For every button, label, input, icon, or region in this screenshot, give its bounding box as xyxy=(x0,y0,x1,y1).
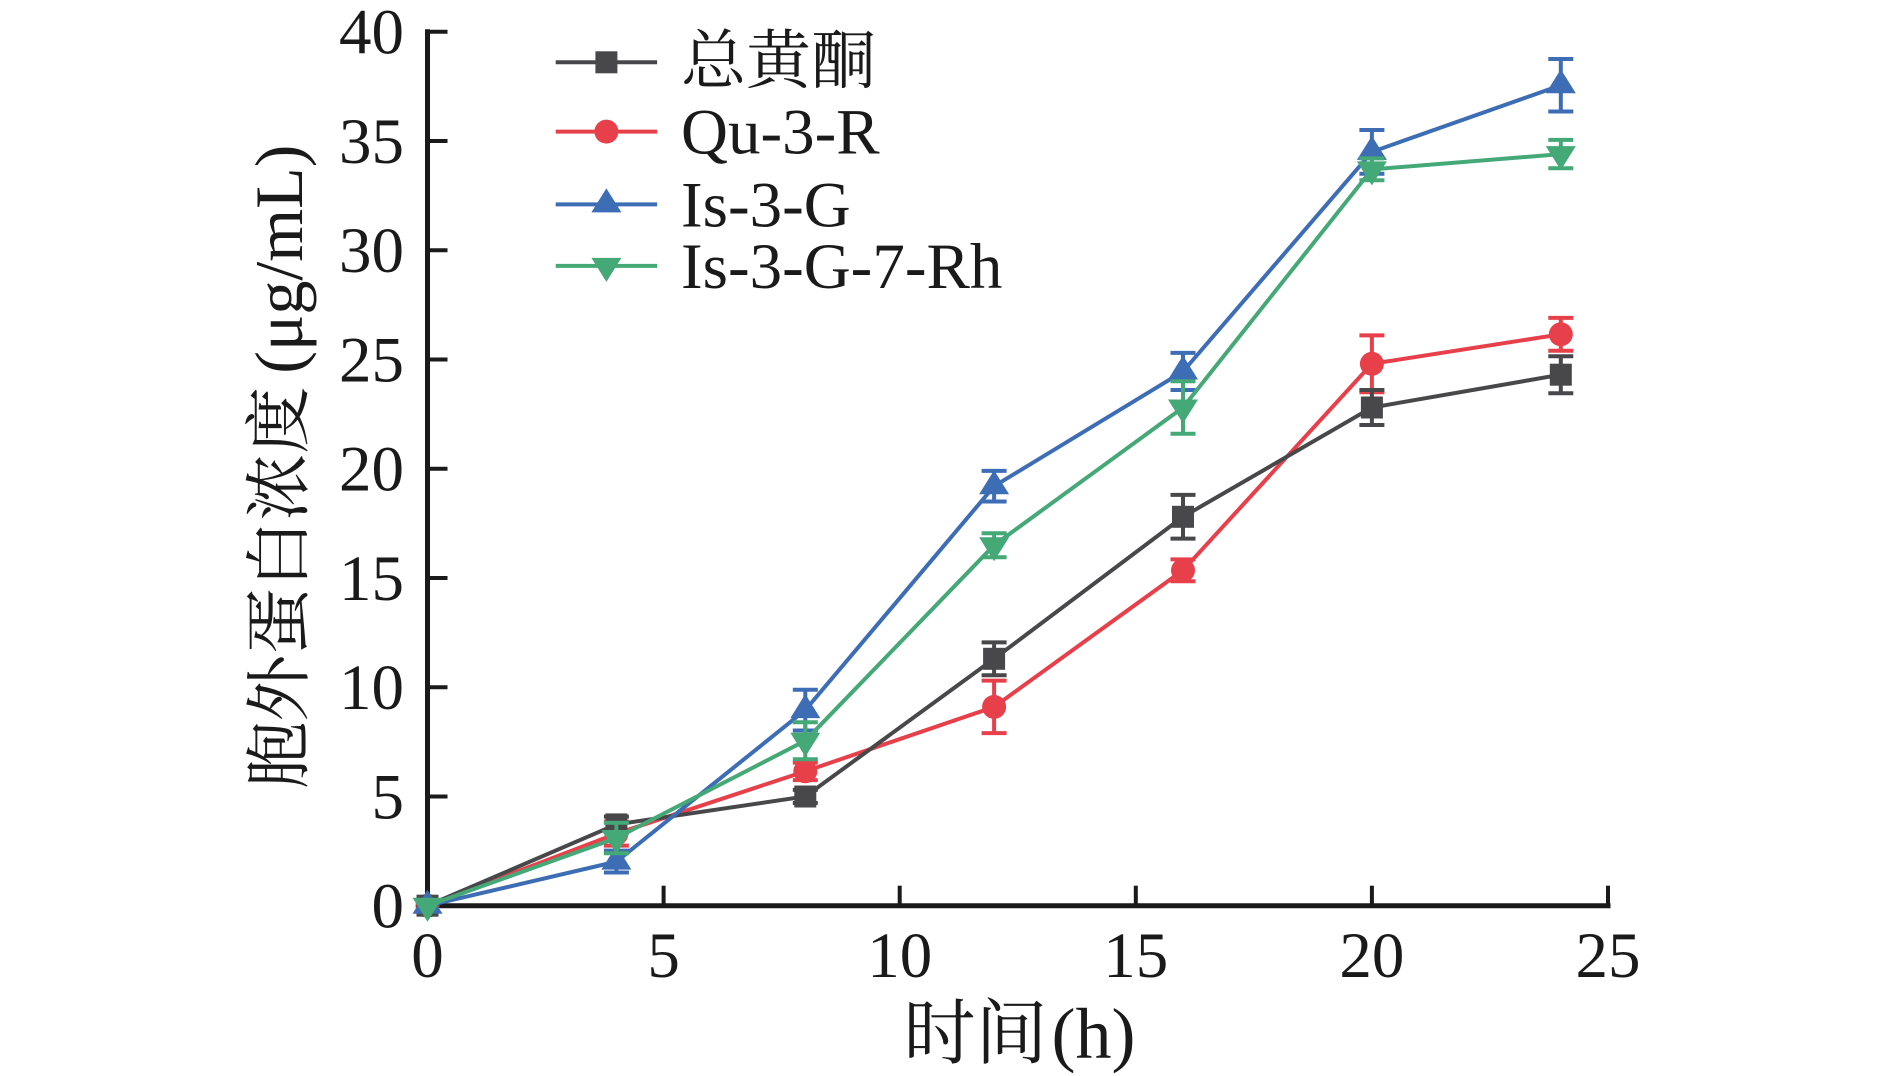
svg-text:25: 25 xyxy=(339,325,404,397)
svg-text:10: 10 xyxy=(339,652,404,724)
svg-text:(h): (h) xyxy=(1052,994,1136,1074)
svg-text:30: 30 xyxy=(339,215,404,287)
svg-text:15: 15 xyxy=(339,543,404,615)
svg-text:15: 15 xyxy=(1103,920,1168,992)
svg-text:Qu-3-R: Qu-3-R xyxy=(681,97,880,169)
svg-text:Is-3-G: Is-3-G xyxy=(681,169,851,241)
svg-text:Is-3-G-7-Rh: Is-3-G-7-Rh xyxy=(681,231,1002,303)
svg-text:0: 0 xyxy=(411,920,444,992)
svg-text:40: 40 xyxy=(339,0,404,69)
svg-text:20: 20 xyxy=(339,434,404,506)
svg-text:35: 35 xyxy=(339,106,404,178)
svg-text:25: 25 xyxy=(1576,920,1641,992)
svg-text:10: 10 xyxy=(867,920,932,992)
svg-text:20: 20 xyxy=(1339,920,1404,992)
svg-text:0: 0 xyxy=(372,871,405,943)
svg-text:(μg/mL): (μg/mL) xyxy=(241,145,317,374)
svg-text:5: 5 xyxy=(372,762,405,834)
svg-text:5: 5 xyxy=(647,920,680,992)
